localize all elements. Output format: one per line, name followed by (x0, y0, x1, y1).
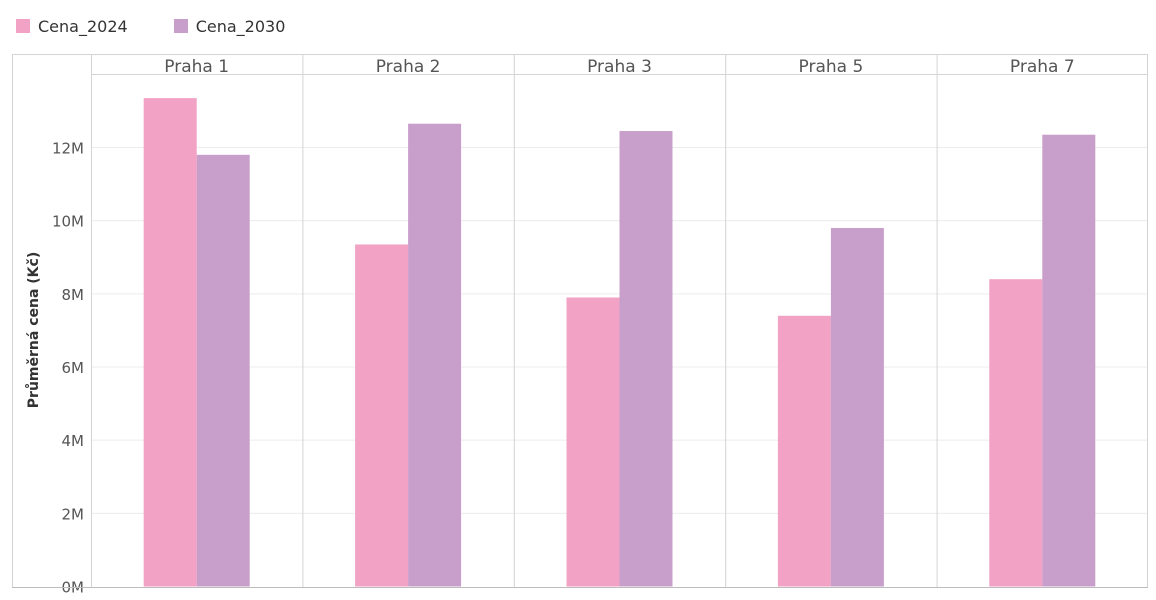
legend-item-cena-2030[interactable]: Cena_2030 (173, 16, 286, 36)
bar-cena-2024[interactable] (777, 315, 831, 587)
category-label: Praha 2 (376, 57, 441, 77)
bar-cena-2030[interactable] (1042, 134, 1096, 587)
chart-legend: Cena_2024 Cena_2030 (16, 12, 285, 40)
frame-layer: Praha 1 Praha 2 Praha 3 Praha 5 Praha 7 (12, 54, 1148, 588)
bar-cena-2030[interactable] (196, 154, 250, 587)
bar-cena-2024[interactable] (143, 98, 197, 587)
y-tick-label: 10M (52, 213, 84, 231)
category-label: Praha 3 (587, 57, 652, 77)
y-axis-title: Průměrná cena (Kč) (25, 252, 42, 408)
y-tick-label: 2M (62, 505, 85, 523)
legend-label-cena-2024: Cena_2024 (38, 16, 128, 36)
legend-item-cena-2024[interactable]: Cena_2024 (16, 17, 128, 36)
bar-cena-2024[interactable] (355, 244, 409, 587)
legend-label-cena-2030: Cena_2030 (195, 16, 286, 36)
y-tick-label: 12M (52, 140, 84, 158)
bar-cena-2030[interactable] (619, 131, 673, 587)
legend-swatch-cena-2030 (173, 19, 188, 33)
category-label: Praha 1 (164, 57, 229, 77)
y-tick-label: 4M (62, 432, 85, 450)
bar-cena-2030[interactable] (408, 123, 462, 587)
bar-cena-2024[interactable] (989, 279, 1043, 587)
category-label: Praha 5 (799, 57, 864, 77)
y-tick-label: 8M (62, 286, 85, 304)
bar-cena-2024[interactable] (566, 297, 620, 587)
legend-swatch-cena-2024 (16, 19, 30, 33)
y-tick-label: 6M (62, 359, 85, 377)
category-label: Praha 7 (1010, 57, 1075, 77)
bars-layer (143, 98, 1096, 587)
bar-cena-2030[interactable] (830, 227, 884, 587)
